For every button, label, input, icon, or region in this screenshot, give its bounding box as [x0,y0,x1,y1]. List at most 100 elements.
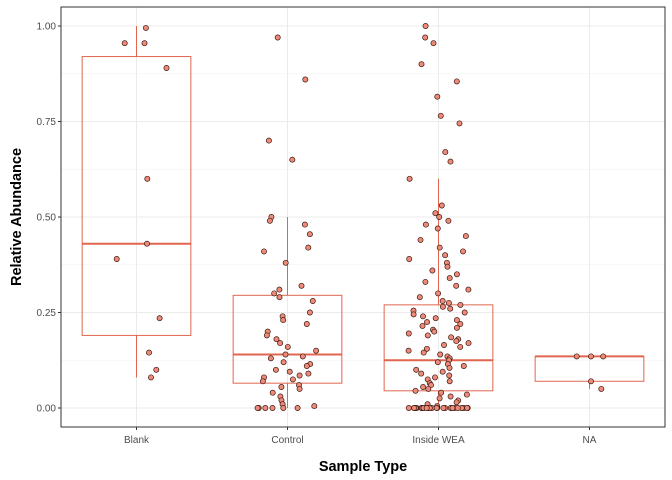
data-point [460,248,466,255]
data-point [153,366,160,373]
data-point [273,336,280,343]
data-point [442,149,449,156]
x-axis-title: Sample Type [319,459,407,475]
data-point [435,290,442,297]
data-point [262,405,269,411]
data-point [424,332,431,339]
data-point [438,202,445,209]
y-tick-label: 0.75 [37,117,57,128]
data-point [274,34,281,41]
data-point [142,24,149,31]
data-point [276,286,283,293]
data-point [296,385,303,392]
data-point [425,385,432,392]
data-point [464,405,471,411]
data-point [453,338,460,345]
data-point [439,368,446,375]
data-point [420,349,427,356]
data-point [434,225,441,232]
data-point [303,321,310,327]
data-point [424,319,430,326]
data-point [461,309,468,316]
data-point [438,389,445,396]
data-point [259,378,266,385]
box-iqr [383,304,494,392]
data-point [600,353,607,360]
boxes-layer [81,26,645,408]
data-point [277,340,284,347]
data-point [412,387,419,394]
data-point [296,372,303,379]
data-point [446,275,453,282]
data-point [434,359,441,366]
data-point [410,311,417,318]
data-point [405,330,412,337]
data-point [457,301,464,308]
data-point [303,363,310,369]
data-point [444,263,451,270]
data-point [432,210,439,217]
data-point [294,405,301,411]
data-point [263,332,270,339]
data-point [144,240,150,247]
data-point [266,217,273,224]
data-point [453,399,460,406]
box-iqr [81,56,192,336]
data-point [447,158,454,165]
data-point [418,61,425,68]
data-point [418,370,425,377]
data-point [272,366,279,373]
data-point [406,256,413,262]
data-point [276,294,283,301]
data-point [432,374,438,381]
data-point [254,405,261,411]
data-point [463,391,470,398]
data-point [306,309,313,316]
data-point [265,137,272,144]
x-tick-label: Inside WEA [412,435,465,446]
x-tick-label: Blank [124,435,150,446]
data-point [302,76,309,83]
data-point [422,221,429,228]
x-tick-label: Control [271,435,303,446]
data-point [447,305,454,312]
data-point [289,376,296,383]
data-point [261,248,267,255]
data-point [432,315,439,322]
data-point [437,351,444,358]
data-point [289,156,296,163]
data-point [313,347,320,354]
data-point [271,290,278,297]
data-point [121,40,128,47]
data-point [440,405,447,411]
data-point [453,317,460,324]
data-point [280,405,287,411]
data-point [448,334,455,341]
box-iqr [232,294,343,384]
data-point [434,93,441,100]
data-point [278,384,285,390]
data-point [141,40,148,47]
data-point [282,351,289,358]
data-point [449,405,456,411]
data-point [442,252,449,259]
data-point [282,259,289,266]
data-point [430,40,437,47]
data-point [573,353,580,360]
data-point [598,385,605,392]
data-point [284,343,291,350]
data-point [460,363,467,369]
data-point [417,236,424,243]
points-layer [113,23,607,411]
data-point [298,282,305,289]
data-point [433,405,440,411]
data-point [422,23,429,29]
data-point [445,217,452,224]
data-point [305,244,312,251]
data-point [420,384,427,390]
data-point [411,405,418,411]
data-point [309,298,316,304]
data-point [439,303,446,310]
data-point [267,355,274,362]
